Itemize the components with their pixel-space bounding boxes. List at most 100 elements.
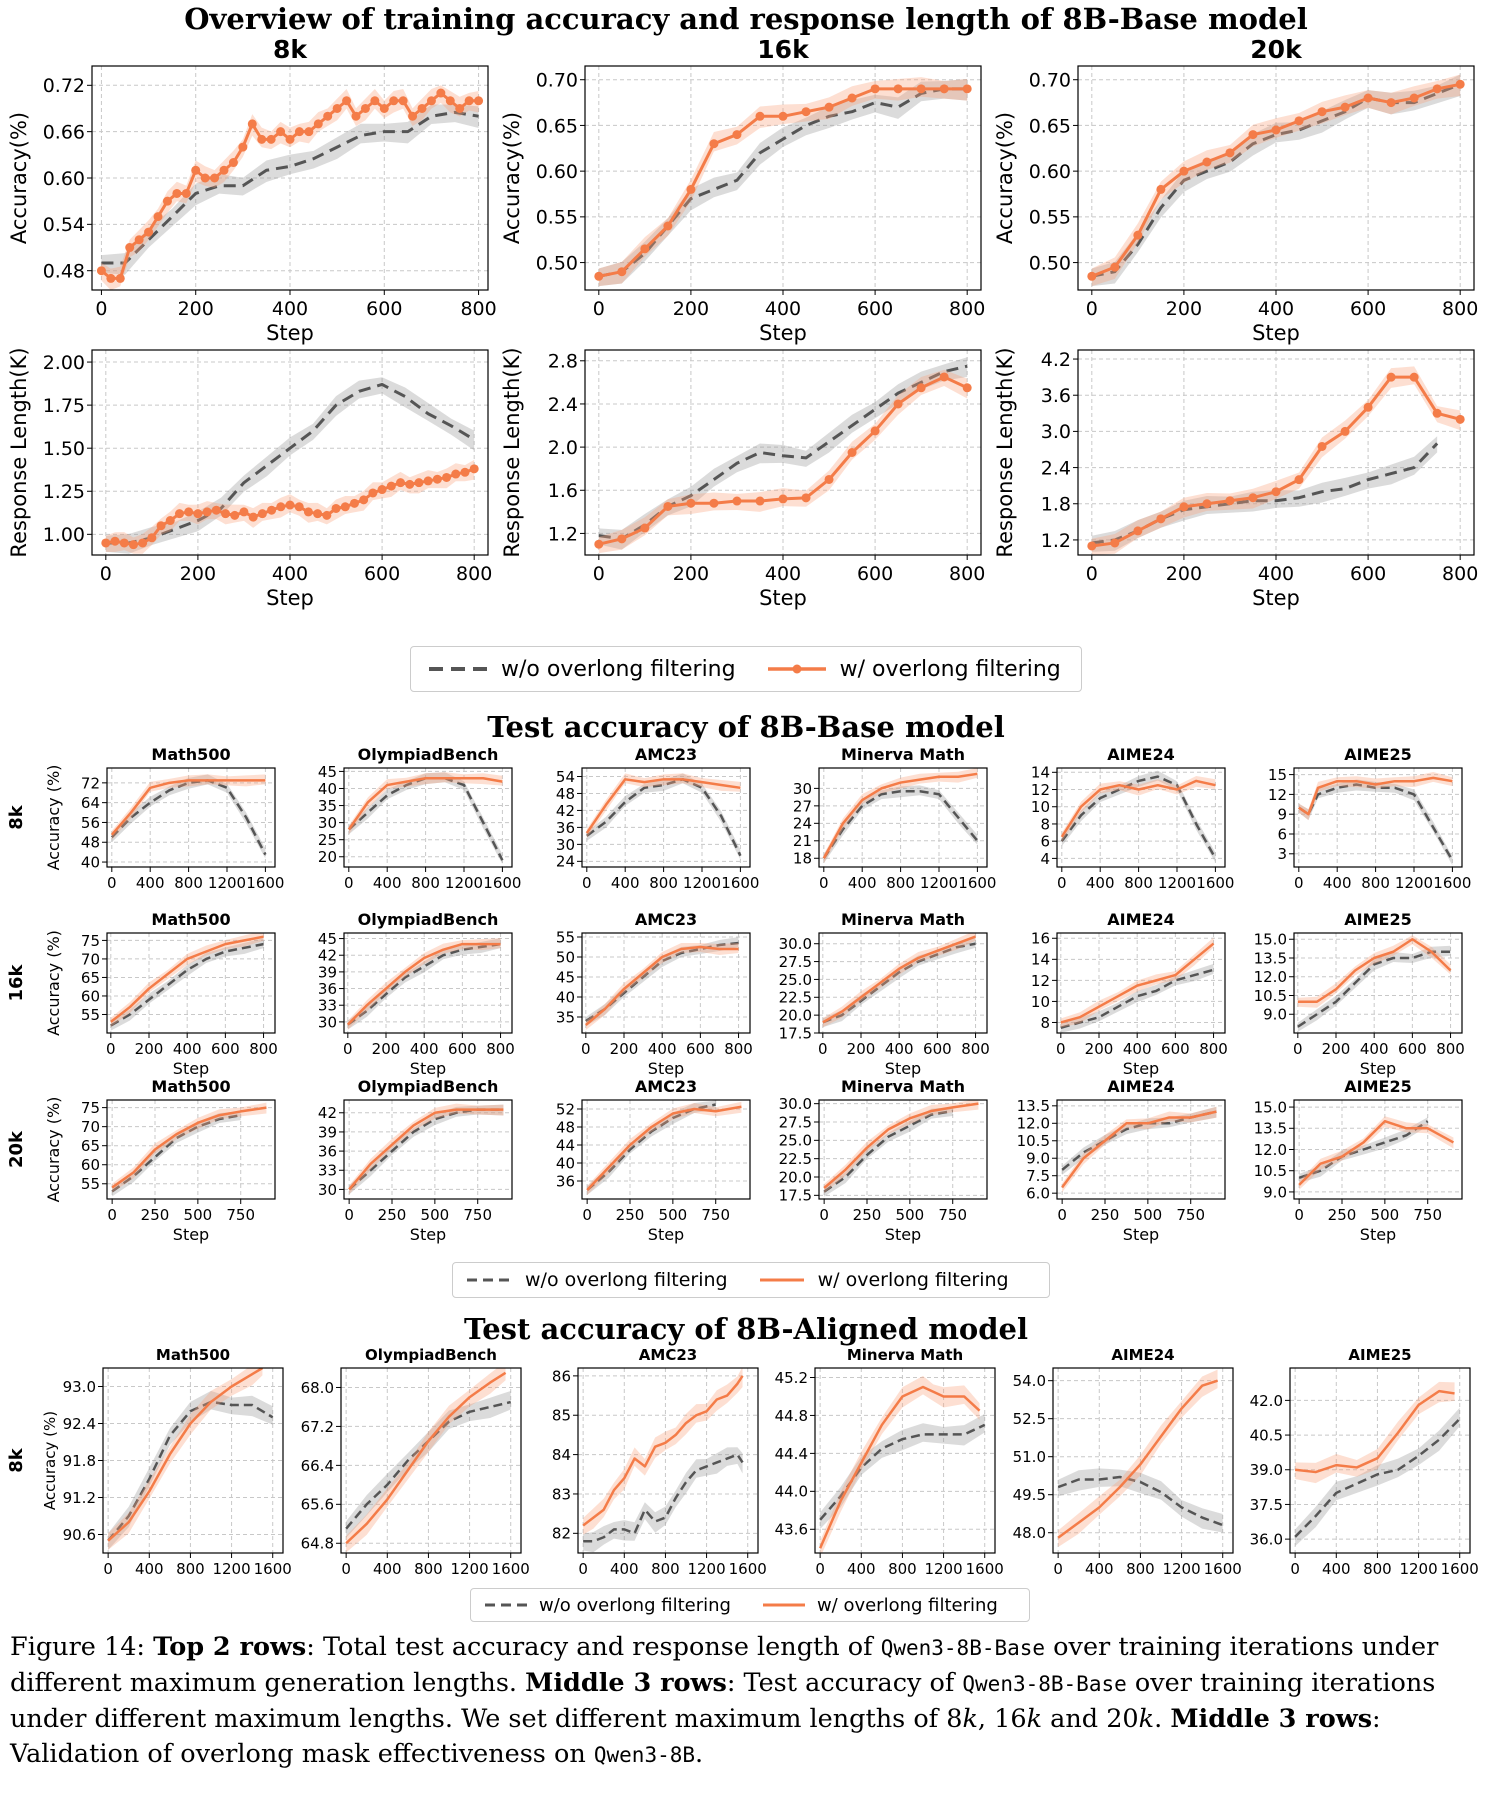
series-line-w-o	[586, 778, 742, 857]
data-point	[106, 273, 116, 283]
y-tick-label: 39	[318, 1123, 337, 1141]
data-point	[115, 273, 125, 283]
x-axis-label: Step	[410, 1059, 446, 1078]
x-tick-label: 0	[1293, 1040, 1303, 1058]
y-tick-label: 56	[81, 814, 100, 832]
y-tick-label: 2.00	[43, 352, 85, 374]
data-point	[257, 134, 267, 144]
y-tick-label: 60	[81, 1156, 100, 1174]
legend-dash-swatch	[467, 1278, 511, 1282]
series-group	[347, 772, 504, 865]
y-tick-label: 91.8	[63, 1452, 96, 1470]
data-point	[1409, 372, 1419, 382]
series-group	[585, 773, 742, 860]
x-tick-label: 0	[1057, 874, 1067, 892]
chart-title: OlympiadBench	[358, 910, 499, 929]
data-point	[405, 479, 415, 489]
data-point	[617, 267, 627, 277]
axes-frame	[106, 767, 276, 868]
y-tick-label: 9.0	[1263, 1183, 1287, 1201]
band-w-o	[1061, 770, 1216, 863]
chart-aligned-8k-math500: 0 400 800 1200 1600 90.6 91.2 91.8 92.4 93.0 Math5…	[6, 1346, 292, 1578]
series-line-w-	[107, 1368, 264, 1542]
y-axis-label: Response Length(K)	[993, 347, 1017, 557]
axes-frame	[581, 767, 751, 868]
x-tick-label: 0	[593, 298, 605, 320]
series-line-w-	[348, 1108, 504, 1191]
band-w-o	[820, 1413, 985, 1530]
data-point	[594, 271, 604, 281]
y-tick-label: 51.0	[1013, 1448, 1046, 1466]
y-tick-label: 55	[81, 1175, 100, 1193]
band-w-o	[1295, 1407, 1460, 1547]
x-tick-label: 400	[1123, 1040, 1152, 1058]
data-point	[455, 103, 465, 113]
series-line-w-	[111, 1106, 267, 1189]
caption-text-8: : Validation of overlong mask effectiven…	[10, 1704, 1381, 1769]
y-tick-label: 0.60	[1029, 161, 1071, 183]
data-point	[174, 509, 184, 519]
series-group	[348, 1103, 504, 1195]
x-axis-label: Step	[759, 586, 807, 610]
chart-title: OlympiadBench	[358, 1077, 499, 1096]
y-tick-label: 30	[318, 1181, 337, 1199]
y-tick-label: 0.66	[43, 121, 85, 143]
y-tick-label: 12.0	[1254, 1141, 1287, 1159]
y-tick-label: 64.8	[301, 1535, 334, 1553]
x-tick-label: 1200	[920, 874, 958, 892]
chart-title: Math500	[151, 910, 230, 929]
legend-item-with: w/ overlong filtering	[766, 657, 1061, 682]
data-point	[801, 493, 811, 503]
x-tick-label: 0	[100, 563, 112, 585]
y-tick-label: 13.5	[1254, 949, 1287, 967]
series-line-w-o-overlong-filtering	[598, 364, 968, 541]
caption-text-1: : Total test accuracy and response lengt…	[306, 1632, 881, 1662]
chart-aligned-8k-amc23: 0 400 800 1200 1600 82 83 84 85 86 AMC23	[552, 1346, 767, 1578]
data-point	[396, 478, 406, 488]
data-point	[323, 111, 333, 121]
x-tick-label: 800	[249, 1040, 278, 1058]
chart-title: AMC23	[635, 1077, 697, 1096]
x-tick-label: 1200	[1395, 874, 1433, 892]
y-tick-label: 40	[556, 988, 575, 1006]
data-point	[377, 485, 387, 495]
y-tick-label: 36.0	[1250, 1531, 1283, 1549]
legend-item-without: w/o overlong filtering	[427, 657, 736, 682]
y-tick-label: 37.5	[1250, 1496, 1283, 1514]
data-point	[248, 512, 258, 522]
data-point	[191, 165, 201, 175]
x-tick-label: 600	[686, 1040, 715, 1058]
data-point	[313, 119, 323, 129]
series-line-w-	[1061, 1110, 1217, 1189]
y-tick-label: 40	[556, 1154, 575, 1172]
data-point	[1156, 514, 1166, 524]
series-line-w-o-overlong-filtering	[105, 382, 475, 545]
y-tick-label: 40.5	[1250, 1426, 1283, 1444]
x-axis-label: Step	[1123, 1059, 1159, 1078]
data-point	[349, 498, 359, 508]
data-point	[1386, 372, 1396, 382]
y-tick-label: 54	[556, 768, 575, 786]
x-tick-label: 800	[174, 874, 203, 892]
series-group	[1294, 1381, 1461, 1547]
y-tick-label: 42.0	[1250, 1392, 1283, 1410]
x-axis-label: Step	[885, 1059, 921, 1078]
y-tick-label: 20	[318, 848, 337, 866]
y-tick-label: 0.48	[43, 261, 85, 283]
y-tick-label: 30	[318, 814, 337, 832]
y-tick-label: 86	[552, 1367, 571, 1385]
data-point	[1271, 125, 1281, 135]
x-axis-label: Step	[266, 321, 314, 345]
data-point	[1294, 116, 1304, 126]
x-axis-label: Step	[173, 1059, 209, 1078]
data-point	[1225, 496, 1235, 506]
x-tick-label: 0	[1056, 1040, 1066, 1058]
data-point	[379, 103, 389, 113]
y-tick-label: 25	[318, 831, 337, 849]
y-tick-label: 17.5	[779, 1187, 812, 1205]
band-w-o	[585, 937, 739, 1026]
y-tick-label: 48	[81, 834, 100, 852]
